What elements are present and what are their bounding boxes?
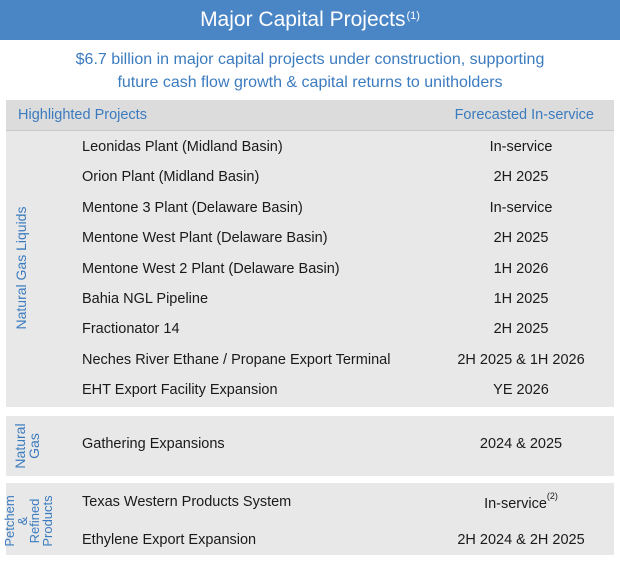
project-date: In-service [489,200,553,216]
table-row: Orion Plant (Midland Basin) 2H 2025 [6,163,614,193]
subtitle-line-2: future cash flow growth & capital return… [117,74,503,91]
project-name: Fractionator 14 [82,321,180,337]
table-row: Ethylene Export Expansion 2H 2024 & 2H 2… [6,526,614,556]
project-date: In-service [489,139,553,155]
project-date: 2H 2025 [493,230,549,246]
header-projects: Highlighted Projects [18,107,147,123]
project-date: 2H 2024 & 2H 2025 [457,532,585,548]
project-name: Ethylene Export Expansion [82,532,257,548]
project-name: Gathering Expansions [82,436,225,452]
project-name: EHT Export Facility Expansion [82,382,278,398]
project-date-text: In-service [484,495,547,512]
table-row: Fractionator 14 2H 2025 [6,315,614,345]
header-in-service: Forecasted In-service [454,107,594,123]
project-date: 1H 2026 [493,261,549,277]
title-footnote-ref: (1) [406,10,420,22]
project-name: Mentone 3 Plant (Delaware Basin) [82,200,303,216]
project-date: 2H 2025 & 1H 2026 [457,352,585,368]
table-row: Mentone West 2 Plant (Delaware Basin) 1H… [6,255,614,285]
project-name: Mentone West 2 Plant (Delaware Basin) [82,261,340,277]
project-name: Orion Plant (Midland Basin) [82,169,260,185]
project-date: 2H 2025 [493,321,549,337]
project-name: Bahia NGL Pipeline [82,291,209,307]
section-petchem-refined: Petchem & Refined Products Texas Western… [2,483,614,556]
table-row: Gathering Expansions 2024 & 2025 [6,430,614,460]
project-date: In-service(2) [426,491,616,512]
page-title-bar: Major Capital Projects (1) [0,0,620,40]
table-header: Highlighted Projects Forecasted In-servi… [6,100,614,131]
section-ngl: Natural Gas Liquids Leonidas Plant (Midl… [6,131,614,407]
project-name: Neches River Ethane / Propane Export Ter… [82,352,391,368]
project-date: 2024 & 2025 [479,436,563,452]
section-natural-gas: Natural Gas Gathering Expansions 2024 & … [6,416,614,476]
project-date: YE 2026 [493,382,549,398]
table-row: Leonidas Plant (Midland Basin) In-servic… [6,133,614,163]
project-name: Texas Western Products System [82,494,292,510]
project-name: Leonidas Plant (Midland Basin) [82,139,283,155]
table-row: Bahia NGL Pipeline 1H 2025 [6,285,614,315]
project-name: Mentone West Plant (Delaware Basin) [82,230,328,246]
subtitle-line-1: $6.7 billion in major capital projects u… [75,51,545,68]
table-row: Neches River Ethane / Propane Export Ter… [6,346,614,376]
project-date: 2H 2025 [493,169,549,185]
page-title: Major Capital Projects [200,8,406,31]
subtitle: $6.7 billion in major capital projects u… [0,48,620,94]
table-row: Mentone West Plant (Delaware Basin) 2H 2… [6,224,614,254]
project-date: 1H 2025 [493,291,549,307]
date-footnote-ref: (2) [546,491,558,501]
table-row: Texas Western Products System In-service… [6,488,614,518]
table-row: Mentone 3 Plant (Delaware Basin) In-serv… [6,194,614,224]
table-row: EHT Export Facility Expansion YE 2026 [6,376,614,406]
